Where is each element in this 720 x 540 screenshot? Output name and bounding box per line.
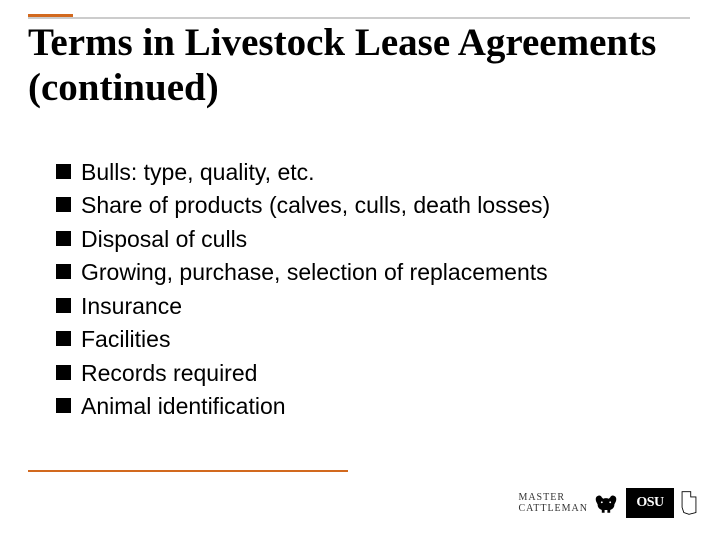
square-bullet-icon [56, 365, 71, 380]
list-item-text: Share of products (calves, culls, death … [81, 191, 550, 220]
title-accent-rule [28, 14, 73, 17]
list-item-text: Bulls: type, quality, etc. [81, 158, 315, 187]
list-item-text: Disposal of culls [81, 225, 247, 254]
list-item: Share of products (calves, culls, death … [56, 191, 680, 220]
osu-text: OSU [636, 495, 663, 511]
list-item: Records required [56, 359, 680, 388]
list-item-text: Facilities [81, 325, 170, 354]
square-bullet-icon [56, 398, 71, 413]
master-cattleman-logo: MASTER CATTLEMAN [518, 491, 620, 515]
oklahoma-outline-icon [680, 490, 698, 516]
square-bullet-icon [56, 331, 71, 346]
list-item-text: Growing, purchase, selection of replacem… [81, 258, 548, 287]
list-item: Facilities [56, 325, 680, 354]
bottom-accent-rule [28, 470, 348, 472]
program-name-line1: MASTER [518, 492, 588, 503]
title-block: Terms in Livestock Lease Agreements (con… [28, 14, 692, 111]
list-item: Animal identification [56, 392, 680, 421]
footer-logo-area: MASTER CATTLEMAN OSU [518, 488, 698, 518]
list-item: Disposal of culls [56, 225, 680, 254]
program-name-line2: CATTLEMAN [518, 503, 588, 514]
list-item-text: Animal identification [81, 392, 286, 421]
square-bullet-icon [56, 197, 71, 212]
slide: { "title": "Terms in Livestock Lease Agr… [0, 0, 720, 540]
square-bullet-icon [56, 264, 71, 279]
list-item: Bulls: type, quality, etc. [56, 158, 680, 187]
list-item-text: Records required [81, 359, 257, 388]
cow-icon [592, 491, 620, 515]
bullet-list: Bulls: type, quality, etc. Share of prod… [56, 158, 680, 426]
square-bullet-icon [56, 164, 71, 179]
square-bullet-icon [56, 298, 71, 313]
slide-title: Terms in Livestock Lease Agreements (con… [28, 19, 692, 111]
list-item: Insurance [56, 292, 680, 321]
list-item: Growing, purchase, selection of replacem… [56, 258, 680, 287]
list-item-text: Insurance [81, 292, 182, 321]
square-bullet-icon [56, 231, 71, 246]
osu-logo: OSU [626, 488, 674, 518]
program-name: MASTER CATTLEMAN [518, 492, 588, 514]
